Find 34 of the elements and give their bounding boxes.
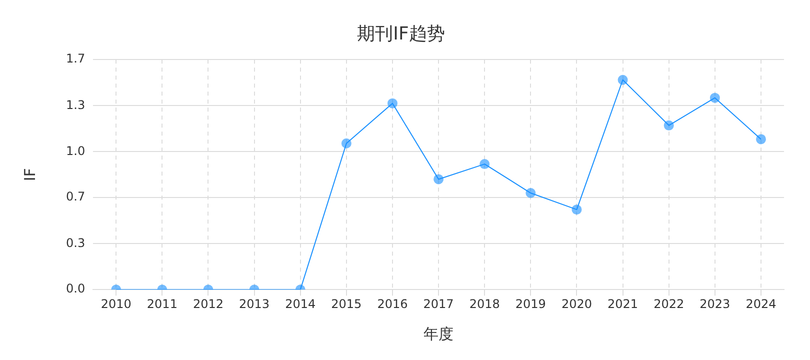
point	[480, 159, 490, 170]
x-tick-label: 2017	[423, 296, 454, 311]
point	[572, 204, 582, 215]
point	[387, 98, 398, 108]
x-tick-label: 2022	[654, 296, 684, 311]
y-tick-label: 0.7	[66, 190, 86, 204]
x-tick-label: 2024	[746, 296, 776, 311]
x-axis-title: 年度	[424, 324, 454, 343]
y-tick-label: 1.3	[66, 98, 86, 112]
x-tick-label: 2015	[331, 296, 362, 311]
chart-title: 期刊IF趋势	[357, 23, 445, 44]
x-tick-label: 2020	[561, 296, 592, 311]
y-tick-label: 1.0	[66, 144, 86, 158]
point	[710, 92, 720, 103]
point	[664, 120, 674, 130]
x-tick-label: 2023	[700, 296, 730, 311]
point	[526, 188, 536, 198]
y-tick-label: 0.3	[66, 236, 86, 250]
x-tick-label: 2012	[192, 296, 224, 311]
point	[618, 74, 628, 85]
x-tick-label: 2013	[239, 296, 270, 311]
x-tick-label: 2014	[285, 296, 316, 311]
y-tick-label: 0.0	[66, 282, 86, 296]
y-axis-title: IF	[20, 168, 39, 182]
point	[341, 138, 352, 148]
x-tick-label: 2016	[377, 296, 408, 311]
point	[434, 174, 444, 184]
point	[756, 134, 766, 144]
x-tick-label: 2011	[146, 296, 178, 311]
x-tick-label: 2019	[515, 296, 546, 311]
x-tick-label: 2010	[100, 296, 132, 311]
x-tick-label: 2018	[469, 296, 500, 311]
x-tick-label: 2021	[608, 296, 638, 311]
y-tick-label: 1.7	[66, 52, 86, 66]
